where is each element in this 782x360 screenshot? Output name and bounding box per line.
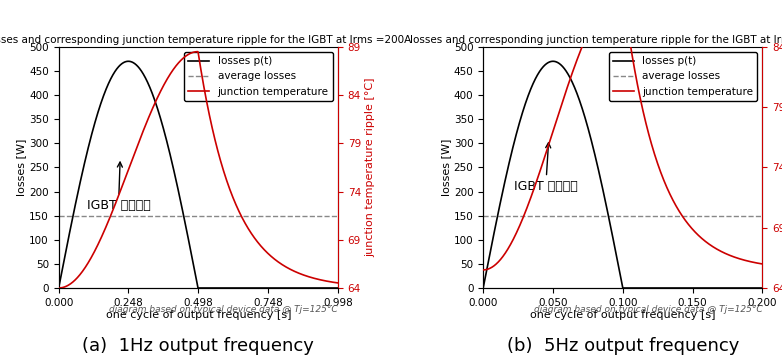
Text: IGBT 损耗功率: IGBT 损耗功率 xyxy=(87,162,150,212)
Title: losses and corresponding junction temperature ripple for the IGBT at Irms =200A: losses and corresponding junction temper… xyxy=(0,35,411,45)
Y-axis label: losses [W]: losses [W] xyxy=(16,139,27,196)
Text: (a)  1Hz output frequency: (a) 1Hz output frequency xyxy=(82,337,314,355)
X-axis label: one cycle of output frequency [s]: one cycle of output frequency [s] xyxy=(106,310,291,320)
Text: diagram based on typical device data @ Tj=125°C: diagram based on typical device data @ T… xyxy=(109,305,338,314)
Text: (b)  5Hz output frequency: (b) 5Hz output frequency xyxy=(507,337,739,355)
Legend: losses p(t), average losses, junction temperature: losses p(t), average losses, junction te… xyxy=(185,52,332,101)
Text: diagram based on typical device data @ Tj=125°C: diagram based on typical device data @ T… xyxy=(534,305,762,314)
Y-axis label: losses [W]: losses [W] xyxy=(441,139,451,196)
Title: losses and corresponding junction temperature ripple for the IGBT at Irms =200A: losses and corresponding junction temper… xyxy=(411,35,782,45)
Text: IGBT 损耗功率: IGBT 损耗功率 xyxy=(514,143,578,193)
Y-axis label: junction temperature ripple [°C]: junction temperature ripple [°C] xyxy=(365,78,375,257)
X-axis label: one cycle of output frequency [s]: one cycle of output frequency [s] xyxy=(530,310,716,320)
Text: IGBT 结温: IGBT 结温 xyxy=(0,359,1,360)
Legend: losses p(t), average losses, junction temperature: losses p(t), average losses, junction te… xyxy=(608,52,757,101)
Text: IGBT 结温: IGBT 结温 xyxy=(0,359,1,360)
